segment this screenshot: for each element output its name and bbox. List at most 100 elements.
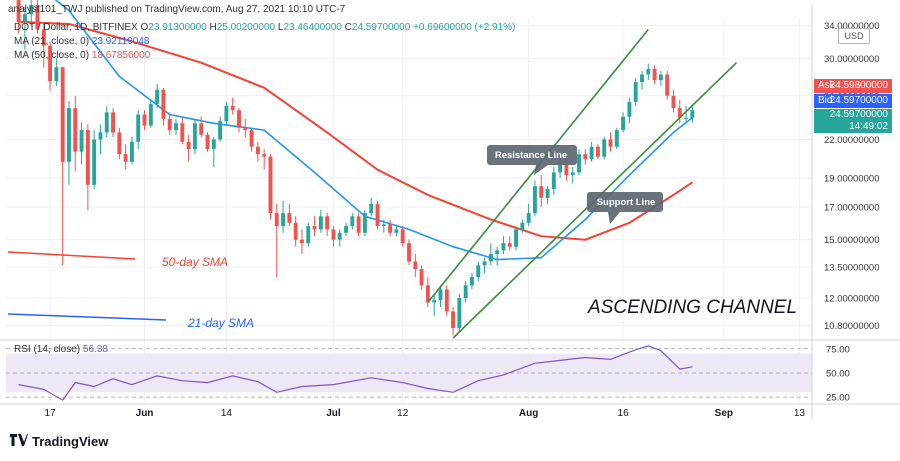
candle-body <box>627 101 632 117</box>
sma21-marker-line <box>7 313 167 321</box>
bid-tag-label: Bid <box>818 95 833 106</box>
candle-body <box>123 154 128 162</box>
price-tick-label: 34.00000000 <box>824 21 879 32</box>
sma21-label: 21-day SMA <box>187 316 254 330</box>
candle-body <box>400 229 405 244</box>
candle-body <box>287 213 292 223</box>
resistance-callout[interactable]: Resistance Line <box>487 145 577 175</box>
candle-body <box>300 239 304 244</box>
low-label: L <box>277 22 284 33</box>
candle-body <box>595 146 600 157</box>
candle-body <box>419 269 424 286</box>
candle-body <box>520 222 525 230</box>
channel-label: ASCENDING CHANNEL <box>587 297 797 318</box>
open-label: O <box>140 22 149 33</box>
last-price-value: 24.59700000 <box>829 109 888 120</box>
candle-body <box>331 229 336 240</box>
candle-body <box>192 123 197 150</box>
candle-body <box>633 82 638 102</box>
close-label: C <box>344 22 352 33</box>
rsi-tick-label: 50.00 <box>826 368 850 379</box>
candle-body <box>677 108 682 118</box>
candle-body <box>432 300 437 303</box>
candle-body <box>268 156 273 214</box>
rsi-legend-label: RSI (14, close) <box>14 344 81 355</box>
candle-body <box>98 132 103 140</box>
currency-badge[interactable]: USD <box>838 28 870 44</box>
last-price-tag: 24.59700000 14:49:02 <box>814 109 892 133</box>
candle-body <box>174 123 178 131</box>
candle-body <box>136 114 141 142</box>
candle-body <box>608 139 613 147</box>
candle-body <box>337 232 342 240</box>
candle-body <box>621 116 626 131</box>
sma50-marker-line <box>7 251 136 260</box>
time-tick-label: Jun <box>136 408 154 419</box>
ma50-legend-label: MA (50, close, 0) <box>14 50 90 61</box>
candle-body <box>281 213 286 227</box>
change-value: +0.69600000 (+2.91%) <box>413 22 516 33</box>
candle-body <box>237 110 241 128</box>
candle-body <box>54 67 59 82</box>
resistance-callout-box <box>487 145 577 175</box>
candle-body <box>104 112 109 133</box>
candle-body <box>438 289 443 301</box>
candle-body <box>463 285 468 299</box>
candle-body <box>482 261 487 266</box>
candle-body <box>577 154 581 173</box>
ma21-legend-label: MA (21, close, 0) <box>14 36 90 47</box>
time-tick-label: Jul <box>326 408 341 419</box>
candle-body <box>41 29 46 46</box>
candle-body <box>350 216 355 227</box>
candle-body <box>501 243 506 251</box>
footer-brand[interactable]: TradingView <box>32 434 109 449</box>
ma21-legend[interactable]: MA (21, close, 0) 23.92119048 <box>14 36 149 47</box>
candle-body <box>117 132 122 155</box>
ma50-line <box>18 20 693 241</box>
candle-body <box>85 130 90 185</box>
candle-body <box>614 130 619 147</box>
candle-body <box>344 226 348 233</box>
candle-body <box>312 226 317 230</box>
candle-body <box>457 298 462 329</box>
candle-body <box>362 213 367 233</box>
candle-body <box>652 69 657 81</box>
ma50-layer <box>18 20 693 241</box>
candle-body <box>230 106 235 111</box>
ma50-legend[interactable]: MA (50, close, 0) 18.67856000 <box>14 50 150 61</box>
candle-body <box>602 139 607 157</box>
price-tick-label: 10.80000000 <box>824 321 879 332</box>
ask-tag: Ask 24.59800000 <box>814 79 892 93</box>
price-tick-label: 22.00000000 <box>824 135 879 146</box>
candle-body <box>48 45 53 82</box>
candle-body <box>425 285 430 303</box>
candle-body <box>255 146 260 155</box>
support-label: Support Line <box>597 197 656 208</box>
legend-lines <box>7 251 167 321</box>
candle-body <box>646 69 651 75</box>
rsi-tick-label: 75.00 <box>826 344 850 355</box>
candle-body <box>507 243 512 247</box>
bid-tag: Bid 24.59700000 <box>814 94 892 108</box>
rsi-legend[interactable]: RSI (14, close) 56.38 <box>14 344 108 355</box>
footer: TradingView <box>10 434 108 449</box>
candle-body <box>551 172 556 190</box>
time-tick-label: 16 <box>618 408 630 419</box>
candle-body <box>514 229 518 247</box>
close-value: 24.59700000 <box>351 22 411 33</box>
candle-body <box>22 14 27 22</box>
candle-body <box>306 226 311 244</box>
symbol-name[interactable]: DOT / Dollar, 1D, BITFINEX <box>14 22 138 33</box>
candle-body <box>224 106 229 122</box>
candle-body <box>690 110 695 118</box>
support-callout[interactable]: Support Line <box>587 192 663 224</box>
candle-body <box>167 118 172 131</box>
candle-body <box>73 108 78 152</box>
candle-body <box>444 289 449 312</box>
candle-body <box>142 114 147 126</box>
resistance-label: Resistance Line <box>495 150 567 161</box>
tradingview-logo-icon <box>10 434 28 449</box>
candle-body <box>665 74 670 96</box>
